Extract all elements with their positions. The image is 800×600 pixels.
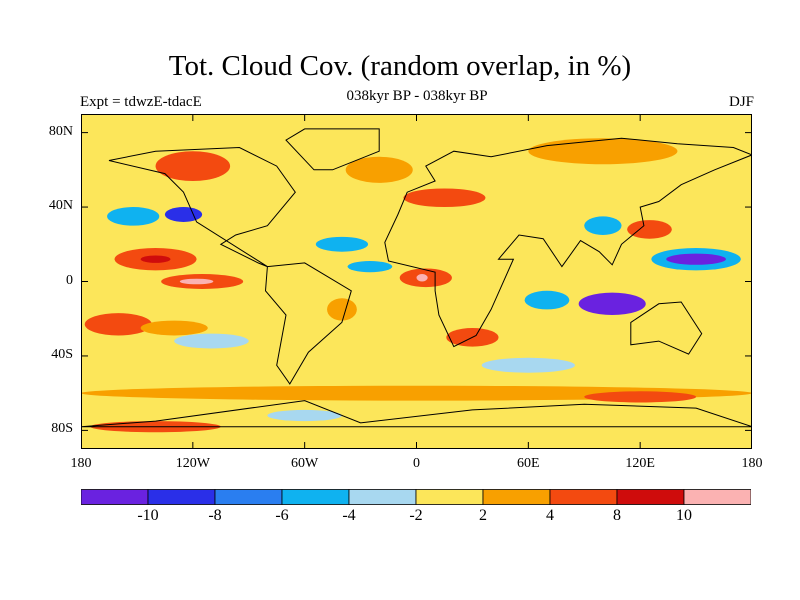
anomaly-north-atlantic-decrease [315, 236, 369, 252]
anomaly-central-pacific-decrease [107, 207, 160, 226]
colorbar-label: -2 [409, 507, 423, 524]
anomaly-south-pacific-band [140, 320, 208, 336]
anomaly-canada-increase [155, 151, 231, 181]
anomaly-antarctic-coast-decrease [267, 409, 342, 422]
lon-label: 60W [291, 456, 319, 471]
anomaly-equatorial-atlantic-decrease [347, 261, 393, 273]
chart-subtitle: 038kyr BP - 038kyr BP [346, 88, 488, 104]
anomaly-gulf-of-guinea-core [416, 274, 428, 282]
colorbar-label: -10 [137, 507, 159, 524]
antarctica-outline [81, 400, 752, 428]
colorbar-swatch [616, 489, 685, 505]
anomaly-tropical-pacific-core [140, 255, 171, 263]
anomaly-north-pacific-decrease [164, 207, 203, 222]
colorbar-swatch [281, 489, 350, 505]
colorbar-swatch [482, 489, 551, 505]
colorbar-label: -4 [342, 507, 356, 524]
australia-outline [630, 301, 703, 355]
season-label: DJF [728, 94, 754, 110]
cloud-cover-map [81, 114, 752, 449]
colorbar-swatch [214, 489, 283, 505]
lat-label: 80N [48, 123, 73, 139]
lon-label: 120E [625, 456, 655, 471]
colorbar-swatch [415, 489, 484, 505]
anomaly-japan-increase [627, 220, 672, 239]
south-america-outline [264, 262, 352, 385]
lon-label: 180 [741, 456, 763, 471]
anomaly-south-pacific-increase [84, 313, 152, 336]
lat-label: 40S [51, 346, 73, 362]
anomaly-north-west-pacific-core [666, 253, 726, 265]
colorbar-label: 4 [546, 507, 554, 524]
lon-label: 0 [413, 456, 420, 471]
anomaly-southern-ocean-band [81, 385, 752, 401]
anomaly-south-indian-decrease [481, 357, 575, 373]
anomaly-indian-ocean-decrease [524, 290, 570, 310]
colorbar-label: 10 [676, 507, 692, 524]
anomaly-south-atlantic-increase [327, 298, 357, 321]
anomaly-east-asia-decrease [584, 216, 622, 235]
colorbar-label: 8 [613, 507, 621, 524]
colorbar-swatch [683, 489, 751, 505]
greenland-outline [285, 128, 380, 171]
anomaly-southern-ocean-increase [584, 391, 697, 403]
anomaly-south-pacific-decrease [174, 333, 249, 349]
anomaly-siberia-increase [528, 138, 678, 165]
colorbar-label: 2 [479, 507, 487, 524]
anomaly-east-pacific-core [179, 278, 214, 285]
colorbar-swatch [549, 489, 618, 505]
colorbar [81, 489, 751, 505]
colorbar-label: -8 [208, 507, 222, 524]
colorbar-swatch [147, 489, 216, 505]
lat-label: 0 [66, 272, 73, 288]
lon-label: 60E [517, 456, 540, 471]
colorbar-swatch [81, 489, 149, 505]
experiment-label: Expt = tdwzE-tdacE [80, 94, 202, 110]
north-america-outline [108, 146, 296, 268]
anomaly-indonesia-decrease [578, 292, 646, 315]
anomaly-mediterranean-increase [403, 188, 486, 208]
lat-label: 80S [51, 421, 73, 437]
colorbar-swatch [348, 489, 417, 505]
colorbar-label: -6 [275, 507, 289, 524]
eurasia-africa-outline [384, 137, 752, 348]
anomaly-north-atlantic-high-increase [345, 156, 413, 183]
lon-label: 180 [70, 456, 92, 471]
lat-label: 40N [48, 198, 73, 214]
chart-title: Tot. Cloud Cov. (random overlap, in %) [168, 50, 632, 82]
lon-label: 120W [175, 456, 210, 471]
